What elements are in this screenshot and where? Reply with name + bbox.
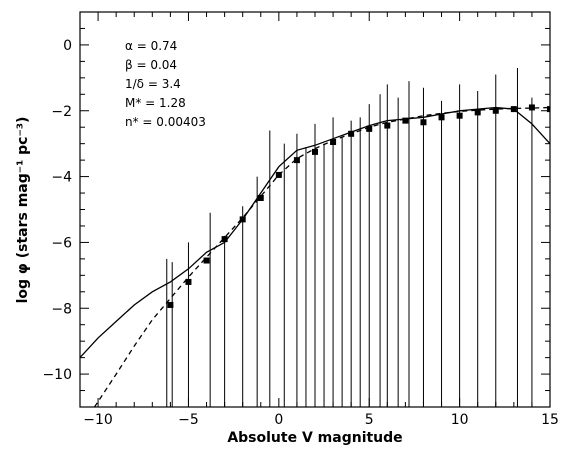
- x-tick-label: −10: [83, 412, 113, 428]
- parameter-label: M* = 1.28: [125, 96, 186, 110]
- data-point: [167, 301, 174, 308]
- data-point: [456, 112, 463, 119]
- y-tick-label: −4: [51, 170, 72, 186]
- data-point: [510, 106, 517, 113]
- data-point: [547, 106, 550, 113]
- data-point: [293, 157, 300, 164]
- x-tick-label: −5: [178, 412, 199, 428]
- data-point: [528, 104, 535, 111]
- y-axis-title: log φ (stars mag⁻¹ pc⁻³): [15, 117, 31, 304]
- spike-lines: [166, 67, 533, 407]
- data-point: [185, 278, 192, 285]
- fit-parameters: α = 0.74 β = 0.04 1/δ = 3.4 M* = 1.28 n* = 0…: [125, 39, 206, 129]
- y-tick-label: −2: [51, 104, 72, 120]
- parameter-label: n* = 0.00403: [125, 115, 206, 129]
- x-tick-label: 15: [541, 412, 559, 428]
- y-tick-label: 0: [63, 38, 72, 54]
- data-point: [239, 216, 246, 223]
- x-tick-label: 0: [274, 412, 283, 428]
- parameter-label: α = 0.74: [125, 39, 177, 53]
- data-point: [312, 148, 318, 155]
- data-point: [275, 171, 282, 178]
- parameter-label: 1/δ = 3.4: [125, 77, 181, 91]
- y-tick-labels: 0 −2 −4 −6 −8 −10: [42, 38, 72, 383]
- y-tick-label: −8: [51, 301, 72, 317]
- data-point: [348, 130, 355, 137]
- x-tick-label: 10: [451, 412, 469, 428]
- data-point: [438, 114, 445, 121]
- dashed-fit-line: [93, 106, 550, 407]
- parameter-label: β = 0.04: [125, 58, 177, 72]
- data-point: [474, 109, 481, 116]
- x-axis-title: Absolute V magnitude: [227, 430, 402, 446]
- y-tick-label: −10: [42, 367, 72, 383]
- data-point: [257, 194, 264, 201]
- x-tick-labels: −10 −5 0 5 10 15: [83, 412, 559, 428]
- x-tick-label: 5: [365, 412, 374, 428]
- data-point: [203, 257, 210, 264]
- data-point: [420, 119, 427, 126]
- data-series: [80, 104, 550, 407]
- data-point: [366, 125, 373, 132]
- solid-model-line: [80, 106, 550, 359]
- y-tick-label: −6: [51, 235, 72, 251]
- data-point: [402, 117, 409, 124]
- data-point: [330, 139, 337, 146]
- data-point: [492, 107, 499, 114]
- data-point: [384, 122, 391, 129]
- data-point: [221, 236, 228, 243]
